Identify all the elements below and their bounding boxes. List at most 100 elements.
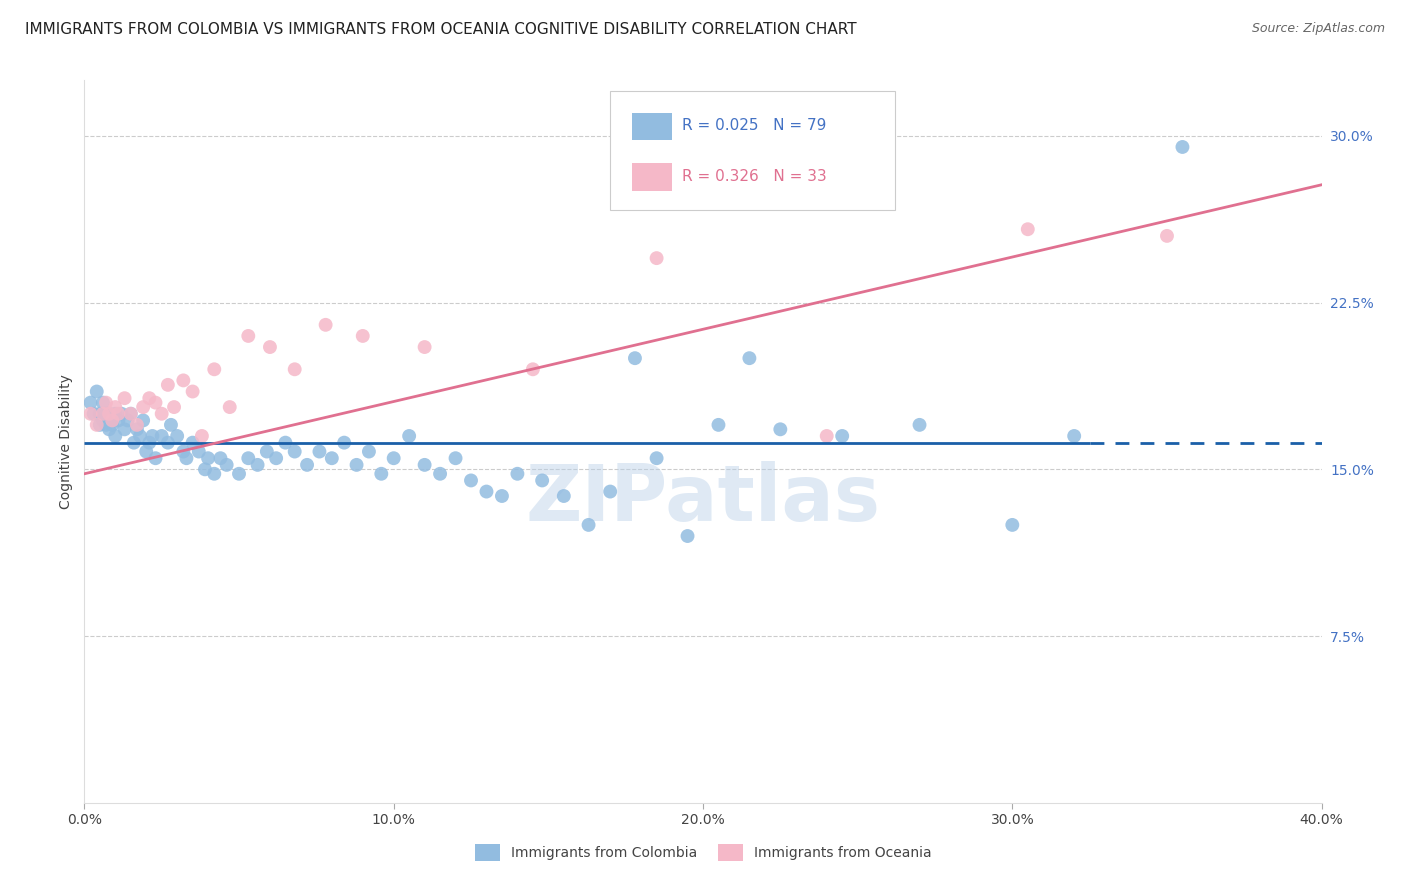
Point	[187, 444, 209, 458]
Point	[125, 422, 148, 436]
Point	[321, 451, 343, 466]
Point	[156, 435, 179, 450]
Point	[191, 429, 214, 443]
Point	[522, 362, 544, 376]
Point	[352, 329, 374, 343]
Point	[107, 407, 129, 421]
Point	[264, 451, 287, 466]
Point	[91, 413, 114, 427]
Point	[599, 484, 621, 499]
Point	[181, 384, 204, 399]
Point	[1017, 222, 1039, 236]
Point	[181, 435, 204, 450]
Point	[114, 422, 136, 436]
Point	[83, 407, 105, 421]
Point	[506, 467, 529, 481]
Point	[89, 407, 111, 421]
FancyBboxPatch shape	[610, 91, 894, 211]
Point	[89, 417, 111, 432]
Point	[357, 444, 380, 458]
Point	[197, 451, 219, 466]
Point	[228, 467, 250, 481]
Point	[238, 451, 260, 466]
Point	[284, 444, 307, 458]
Point	[346, 458, 368, 472]
Point	[295, 458, 318, 472]
Text: R = 0.326   N = 33: R = 0.326 N = 33	[682, 169, 827, 184]
Point	[1001, 517, 1024, 532]
Point	[160, 417, 183, 432]
Point	[150, 429, 173, 443]
Point	[79, 407, 101, 421]
Point	[156, 377, 179, 392]
Point	[444, 451, 467, 466]
Point	[163, 400, 186, 414]
Point	[707, 417, 730, 432]
Point	[94, 407, 117, 421]
Point	[114, 391, 136, 405]
Point	[624, 351, 647, 366]
Point	[172, 444, 194, 458]
Point	[429, 467, 451, 481]
Point	[238, 329, 260, 343]
Point	[110, 407, 132, 421]
Point	[645, 451, 668, 466]
Point	[908, 417, 931, 432]
Point	[132, 400, 155, 414]
Point	[98, 422, 121, 436]
Text: ZIPatlas: ZIPatlas	[526, 461, 880, 537]
Point	[135, 444, 157, 458]
Point	[138, 391, 160, 405]
Point	[475, 484, 498, 499]
Point	[172, 373, 194, 387]
Point	[132, 413, 155, 427]
Point	[104, 407, 127, 421]
Point	[491, 489, 513, 503]
Point	[1171, 140, 1194, 154]
Point	[125, 417, 148, 432]
Point	[145, 395, 167, 409]
Point	[413, 340, 436, 354]
Point	[531, 474, 554, 488]
Point	[259, 340, 281, 354]
Point	[308, 444, 330, 458]
Point	[738, 351, 761, 366]
Point	[98, 407, 121, 421]
Point	[382, 451, 405, 466]
Point	[315, 318, 337, 332]
Point	[150, 407, 173, 421]
Point	[176, 451, 198, 466]
Point	[138, 435, 160, 450]
Point	[215, 458, 238, 472]
Point	[676, 529, 699, 543]
Point	[104, 400, 127, 414]
Point	[246, 458, 269, 472]
Point	[91, 407, 114, 421]
Point	[815, 429, 838, 443]
Point	[831, 429, 853, 443]
Point	[218, 400, 240, 414]
Point	[79, 395, 101, 409]
Point	[120, 407, 142, 421]
Point	[117, 413, 139, 427]
Point	[94, 395, 117, 409]
Point	[202, 362, 225, 376]
Point	[166, 429, 188, 443]
Point	[274, 435, 297, 450]
Point	[94, 417, 117, 432]
Point	[578, 517, 600, 532]
Point	[256, 444, 278, 458]
Y-axis label: Cognitive Disability: Cognitive Disability	[59, 374, 73, 509]
Point	[1156, 228, 1178, 243]
Point	[202, 467, 225, 481]
Point	[333, 435, 356, 450]
Point	[460, 474, 482, 488]
Text: IMMIGRANTS FROM COLOMBIA VS IMMIGRANTS FROM OCEANIA COGNITIVE DISABILITY CORRELA: IMMIGRANTS FROM COLOMBIA VS IMMIGRANTS F…	[25, 22, 856, 37]
Point	[398, 429, 420, 443]
Point	[101, 417, 124, 432]
Point	[122, 435, 145, 450]
Text: Source: ZipAtlas.com: Source: ZipAtlas.com	[1251, 22, 1385, 36]
Point	[101, 413, 124, 427]
FancyBboxPatch shape	[633, 112, 672, 140]
Point	[370, 467, 392, 481]
